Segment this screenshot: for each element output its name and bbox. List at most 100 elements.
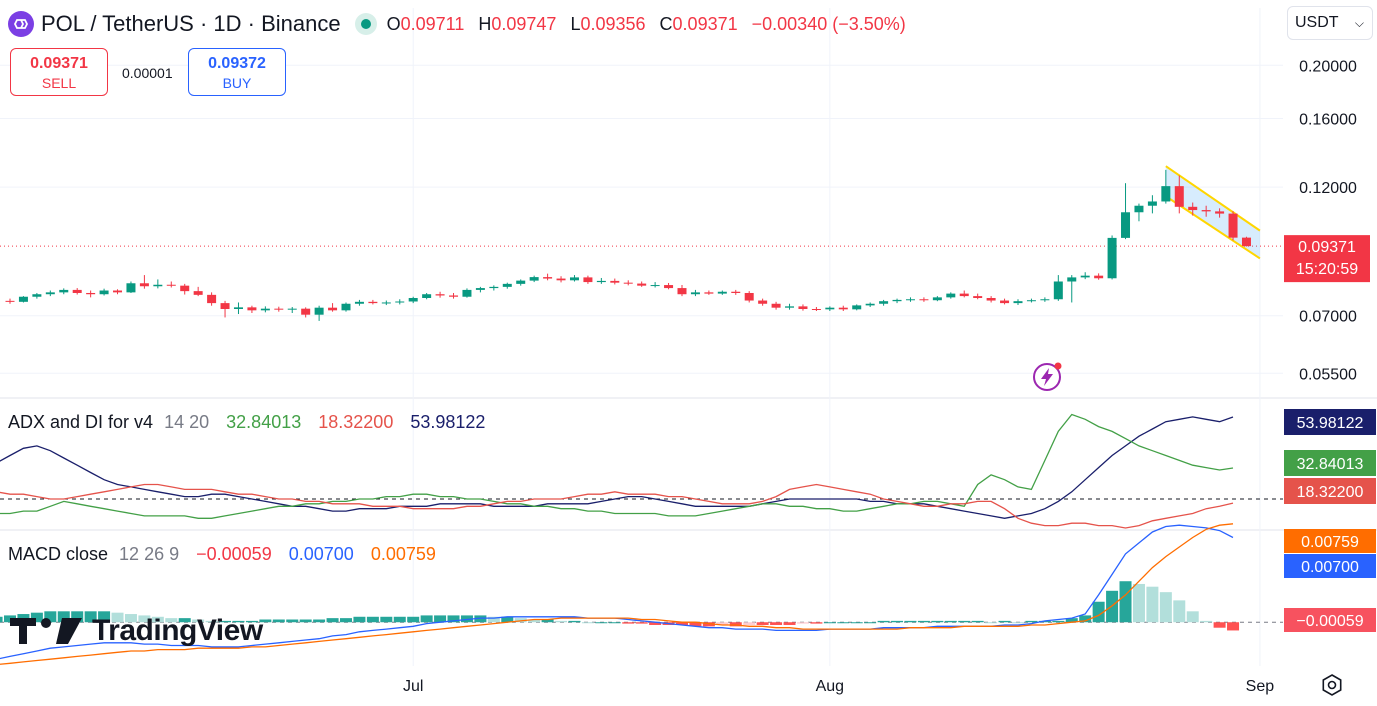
candle: [220, 300, 230, 318]
candle-body: [879, 301, 889, 304]
candle: [462, 288, 472, 298]
candle: [1188, 202, 1198, 216]
macd-histogram-bar: [743, 622, 756, 625]
currency-select[interactable]: USDT ⌵: [1287, 6, 1373, 40]
candle: [328, 303, 338, 312]
candle-body: [18, 296, 28, 302]
macd-signal-value: 0.00759: [370, 544, 436, 564]
candle-body: [193, 291, 203, 295]
open-value: 0.09711: [400, 13, 465, 34]
candle: [569, 275, 579, 282]
symbol-title[interactable]: POL / TetherUS · 1D · Binance: [41, 11, 341, 36]
candle-body: [798, 306, 808, 310]
macd-histogram-bar: [313, 619, 326, 623]
macd-histogram-bar: [676, 622, 688, 625]
macd-histogram-bar: [474, 615, 487, 623]
candle: [354, 299, 364, 306]
tradingview-logo[interactable]: TradingView: [10, 614, 263, 648]
polygon-logo-icon[interactable]: [8, 11, 34, 37]
macd-axis-tag-label: −0.00059: [1296, 613, 1363, 630]
adx-axis-tag-label: 53.98122: [1297, 415, 1364, 432]
macd-line-value: 0.00700: [288, 544, 354, 564]
macd-histogram-bar: [877, 620, 890, 623]
grid-lines: [0, 8, 1377, 666]
macd-histogram-bar: [756, 622, 769, 625]
sell-button[interactable]: 0.09371 SELL: [10, 48, 108, 96]
price-axis-label: 0.07000: [1299, 309, 1357, 326]
candle-body: [1241, 237, 1251, 247]
candle-body: [650, 285, 660, 287]
sell-label: SELL: [41, 75, 77, 91]
macd-histogram-bar: [340, 618, 352, 623]
macd-histogram-bar: [729, 622, 742, 627]
di-plus-line: [0, 413, 1234, 519]
candle-body: [341, 303, 351, 311]
candle-body: [1040, 299, 1050, 301]
macd-histogram-bar: [501, 616, 514, 623]
lightning-icon[interactable]: [1031, 361, 1063, 393]
candle: [946, 292, 956, 299]
macd-histogram-bar: [1079, 615, 1092, 623]
candle: [1107, 235, 1117, 280]
candle-body: [1201, 210, 1211, 212]
candle: [1201, 205, 1211, 217]
candle: [260, 306, 270, 313]
market-open-status-icon: [354, 13, 377, 35]
candle: [32, 292, 42, 299]
di-minus-value: 18.32200: [318, 412, 394, 432]
candle: [879, 299, 889, 306]
macd-histogram-bar: [487, 616, 500, 623]
price-axis-label: 0.20000: [1299, 58, 1357, 75]
macd-histogram-bar: [702, 622, 715, 627]
time-axis-label: Sep: [1246, 678, 1275, 695]
chevron-down-icon: ⌵: [1354, 15, 1364, 30]
adx-legend[interactable]: ADX and DI for v4 14 20 32.84013 18.3220…: [8, 412, 497, 433]
candle-body: [1174, 186, 1184, 207]
macd-hist-value: −0.00059: [196, 544, 272, 564]
candle: [905, 297, 915, 302]
candle-body: [435, 294, 445, 296]
macd-histogram-bar: [1052, 620, 1065, 623]
candle-body: [220, 303, 230, 310]
candle-body: [502, 283, 512, 287]
candle-body: [664, 285, 674, 289]
candle: [72, 288, 82, 295]
macd-histogram-bar: [555, 620, 568, 623]
di-minus-line: [0, 483, 1234, 529]
ohlc-values: O0.09711 H0.09747 L0.09356 C0.09371 −0.0…: [387, 14, 915, 35]
macd-histogram-bar: [649, 622, 662, 625]
candle-body: [32, 294, 42, 297]
channel-upper-line: [1165, 165, 1261, 232]
adx-value: 53.98122: [410, 412, 486, 432]
change-value: −0.00340 (−3.50%): [751, 13, 906, 34]
adx-line: [0, 416, 1234, 519]
candle-body: [328, 307, 338, 311]
candle-body: [86, 292, 96, 295]
candle-body: [690, 292, 700, 295]
price-axis-label: 0.05500: [1299, 366, 1357, 383]
macd-histogram-bar: [259, 619, 272, 623]
candle-body: [852, 305, 862, 310]
candle-body: [475, 288, 485, 290]
candle-body: [99, 290, 109, 295]
candle-body: [919, 299, 929, 301]
macd-pane: 0.00759 0.00700 −0.00059: [0, 523, 1376, 665]
macd-histogram-bar: [635, 622, 648, 624]
candle-body: [207, 294, 217, 304]
macd-legend[interactable]: MACD close 12 26 9 −0.00059 0.00700 0.00…: [8, 544, 448, 565]
candle-body: [395, 301, 405, 303]
macd-histogram-bar: [770, 622, 783, 625]
candle-body: [113, 290, 123, 293]
candle-body: [1000, 300, 1010, 304]
chart-header: POL / TetherUS · 1D · Binance O0.09711 H…: [8, 9, 915, 39]
buy-button[interactable]: 0.09372 BUY: [188, 48, 286, 96]
macd-histogram-bar: [1200, 620, 1213, 623]
candle: [798, 304, 808, 311]
macd-histogram-bar: [165, 618, 178, 623]
candle-body: [274, 308, 284, 310]
chart-settings-icon[interactable]: [1320, 673, 1344, 697]
macd-histogram-bar: [823, 622, 836, 624]
candle-body: [986, 297, 996, 301]
